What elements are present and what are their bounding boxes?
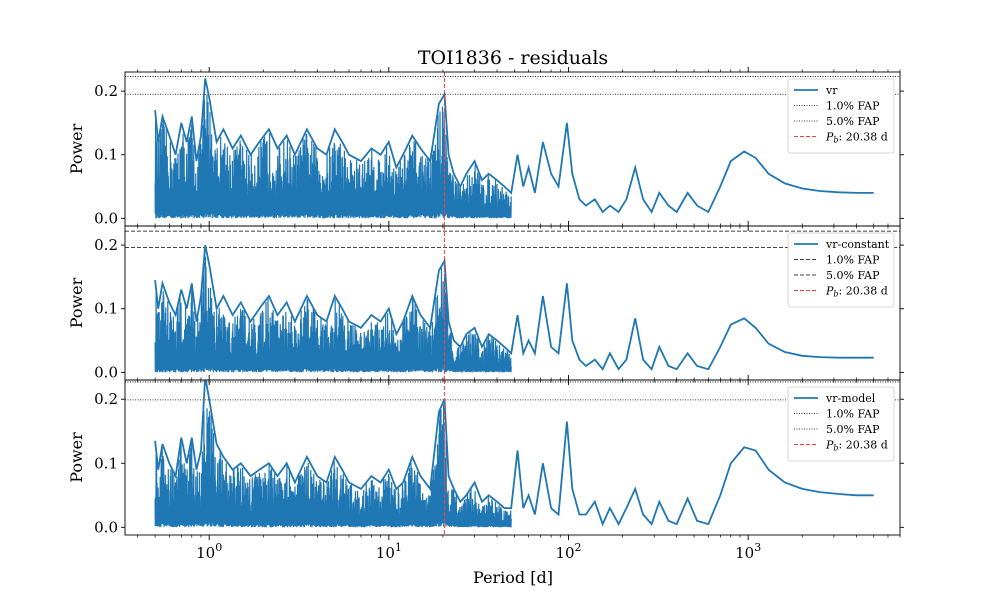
y-tick-label: 0.2 xyxy=(94,390,118,408)
x-axis-label: Period [d] xyxy=(473,568,553,587)
axes-frame xyxy=(124,379,901,536)
series-noise-band xyxy=(154,404,512,528)
series-line-vr-constant xyxy=(154,244,874,371)
panel-2: 0.0 0.1 0.2 Power vr-constant 1.0% FAP 5.0% FA… xyxy=(67,221,904,385)
y-axis-label: Power xyxy=(67,432,86,483)
x-tick-label: 101 xyxy=(376,541,402,562)
y-axis-label: Power xyxy=(67,277,86,328)
x-tick-label: 102 xyxy=(555,541,581,562)
legend-label-1: vr xyxy=(825,84,838,97)
figure-title: TOI1836 - residuals xyxy=(418,47,608,69)
y-tick-label: 0.1 xyxy=(94,454,118,472)
x-tick-label: 103 xyxy=(735,541,761,562)
legend-label-4: Pb: 20.38 d xyxy=(825,131,888,145)
y-tick-label: 0.0 xyxy=(94,363,118,381)
series-line-vr-model xyxy=(154,380,874,527)
legend-label-2: 1.0% FAP xyxy=(826,408,880,421)
y-tick-label: 0.0 xyxy=(94,518,118,536)
legend-label-4: Pb: 20.38 d xyxy=(825,285,888,299)
y-tick-label: 0.0 xyxy=(94,209,118,227)
y-tick-label: 0.2 xyxy=(94,82,118,100)
legend-label-1: vr-model xyxy=(825,392,876,405)
legend-label-3: 5.0% FAP xyxy=(826,423,880,436)
series-line-vr xyxy=(154,78,874,214)
legend-label-4: Pb: 20.38 d xyxy=(825,439,888,453)
series-noise-band xyxy=(154,256,512,373)
legend-label-2: 1.0% FAP xyxy=(826,254,880,267)
y-tick-label: 0.1 xyxy=(94,146,118,164)
x-tick-label: 100 xyxy=(196,541,222,562)
panels-group: 0.0 0.1 0.2 Power vr 1.0% FAP 5.0% FAP Pb: 20.3… xyxy=(67,67,904,562)
legend-box xyxy=(787,386,895,462)
legend-label-3: 5.0% FAP xyxy=(826,269,880,282)
y-tick-label: 0.1 xyxy=(94,300,118,318)
legend-label-2: 1.0% FAP xyxy=(826,100,880,113)
legend-box xyxy=(787,232,895,308)
y-axis-label: Power xyxy=(67,123,86,174)
legend-label-3: 5.0% FAP xyxy=(826,115,880,128)
y-tick-label: 0.2 xyxy=(94,236,118,254)
legend-box xyxy=(787,78,895,154)
legend-label-1: vr-constant xyxy=(825,238,890,251)
panel-3: 0.0 0.1 0.2 Power vr-model 1.0% FAP 5.0% FAP Pb… xyxy=(67,375,904,562)
series-noise-band xyxy=(154,94,512,219)
panel-1: 0.0 0.1 0.2 Power vr 1.0% FAP 5.0% FAP Pb: 20.3… xyxy=(67,67,904,231)
